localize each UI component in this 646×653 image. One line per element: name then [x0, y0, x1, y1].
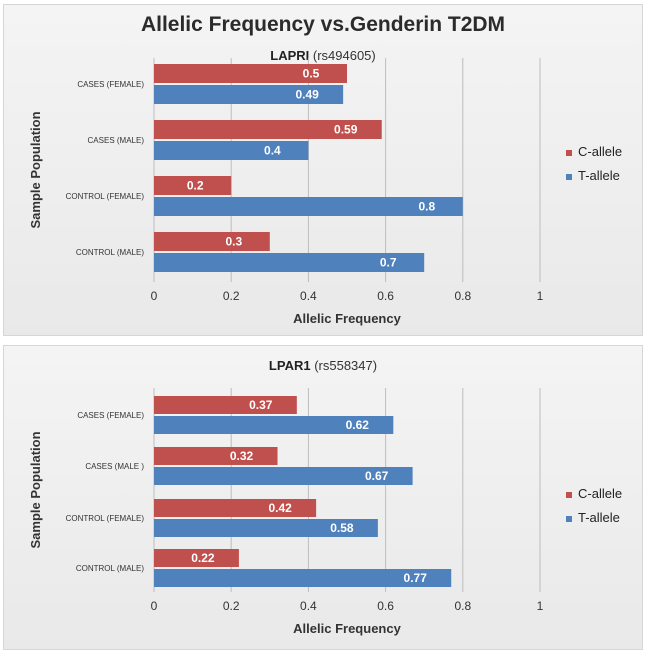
chart-2-x-tick-label: 0: [151, 599, 158, 613]
chart-2-bar-t-allele: [154, 467, 413, 485]
chart-1-legend-label: T-allele: [578, 168, 620, 183]
chart-1-category-label: CASES (FEMALE): [77, 80, 144, 89]
chart-2-legend-label: T-allele: [578, 510, 620, 525]
chart-2-bar-t-allele: [154, 569, 452, 587]
chart-2-x-tick-label: 0.6: [377, 599, 394, 613]
main-title: Allelic Frequency vs.Genderin T2DM: [140, 13, 506, 36]
chart-2-data-label: 0.32: [230, 449, 254, 463]
chart-2-bar-c-allele: [154, 447, 278, 465]
chart-1-x-tick-label: 0.4: [300, 289, 317, 303]
chart-1-data-label: 0.2: [187, 179, 204, 193]
chart-1-bar-c-allele: [154, 64, 347, 83]
chart-2-category-label: CASES (FEMALE): [77, 411, 144, 420]
chart-1-x-tick-label: 0: [151, 289, 158, 303]
chart-1-bar-c-allele: [154, 176, 232, 195]
chart-2-data-label: 0.42: [268, 501, 292, 515]
chart-1-data-label: 0.8: [418, 200, 435, 214]
chart-1-bar-t-allele: [154, 253, 425, 272]
chart-1-data-label: 0.49: [295, 88, 319, 102]
chart-2-bar-t-allele: [154, 416, 394, 434]
chart-2-bar-c-allele: [154, 499, 317, 517]
chart-1-x-tick-label: 0.8: [454, 289, 471, 303]
chart-2-data-label: 0.67: [365, 469, 389, 483]
chart-1-bar-t-allele: [154, 85, 344, 104]
chart-2-legend-label: C-allele: [578, 486, 622, 501]
chart-panel-lapri: [3, 4, 643, 336]
chart-1-category-label: CONTROL (MALE): [76, 248, 144, 257]
chart-1-snp-id: (rs494605): [312, 48, 376, 63]
chart-2-category-label: CONTROL (MALE): [76, 564, 144, 573]
chart-2-x-tick-label: 1: [537, 599, 544, 613]
chart-1-bar-c-allele: [154, 232, 270, 251]
chart-2-category-label: CONTROL (FEMALE): [66, 514, 145, 523]
chart-1-bar-t-allele: [154, 197, 463, 216]
chart-2-data-label: 0.62: [346, 418, 370, 432]
chart-2-y-axis-title: Sample Population: [28, 431, 43, 548]
chart-2-data-label: 0.58: [330, 521, 354, 535]
chart-1-data-label: 0.5: [303, 67, 320, 81]
chart-2-x-tick-label: 0.4: [300, 599, 317, 613]
chart-2-x-tick-label: 0.2: [223, 599, 240, 613]
chart-1-x-tick-label: 0.2: [223, 289, 240, 303]
chart-1-data-label: 0.59: [334, 123, 358, 137]
chart-2-x-tick-label: 0.8: [454, 599, 471, 613]
chart-2-gene-name: LPAR1: [268, 358, 311, 373]
chart-2-legend-swatch: [566, 492, 572, 498]
chart-2-bar-c-allele: [154, 396, 297, 414]
chart-1-data-label: 0.4: [264, 144, 281, 158]
chart-1-bar-c-allele: [154, 120, 382, 139]
chart-1-category-label: CONTROL (FEMALE): [66, 192, 145, 201]
chart-2-bar-c-allele: [154, 549, 239, 567]
chart-1-category-label: CASES (MALE): [88, 136, 145, 145]
chart-2-bar-t-allele: [154, 519, 378, 537]
chart-1-gene-name: LAPRI: [270, 48, 310, 63]
chart-panel-lpar1: [3, 345, 643, 650]
chart-1-bar-t-allele: [154, 141, 309, 160]
chart-2-data-label: 0.77: [404, 571, 428, 585]
chart-2-legend-swatch: [566, 516, 572, 522]
chart-1-x-tick-label: 1: [537, 289, 544, 303]
chart-1-x-axis-title: Allelic Frequency: [293, 311, 401, 326]
chart-1-y-axis-title: Sample Population: [28, 111, 43, 228]
chart-2-data-label: 0.22: [191, 551, 215, 565]
chart-1-subtitle: LAPRI (rs494605): [0, 48, 646, 63]
chart-2-category-label: CASES (MALE ): [85, 462, 144, 471]
chart-2-subtitle: LPAR1 (rs558347): [0, 358, 646, 373]
chart-2-data-label: 0.37: [249, 398, 273, 412]
chart-1-legend-swatch: [566, 174, 572, 180]
chart-1-data-label: 0.7: [380, 256, 397, 270]
chart-1-legend-label: C-allele: [578, 144, 622, 159]
chart-1-legend-swatch: [566, 150, 572, 156]
chart-2-snp-id: (rs558347): [314, 358, 378, 373]
chart-1-x-tick-label: 0.6: [377, 289, 394, 303]
chart-1-data-label: 0.3: [225, 235, 242, 249]
chart-2-x-axis-title: Allelic Frequency: [293, 621, 401, 636]
